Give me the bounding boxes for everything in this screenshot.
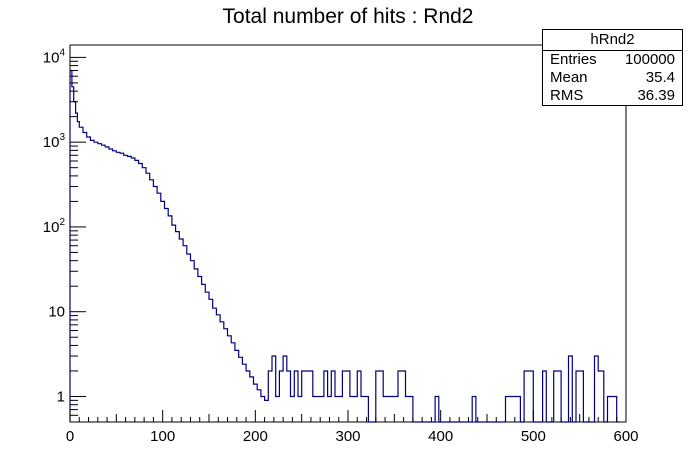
x-tick-label: 300 [335,428,360,445]
x-tick-label: 400 [428,428,453,445]
chart-title: Total number of hits : Rnd2 [222,5,474,28]
stats-box: hRnd2 Entries 100000 Mean 35.4 RMS 36.39 [542,29,683,106]
x-tick-label: 0 [66,428,74,445]
stats-box-name: hRnd2 [543,30,682,51]
y-tick-label: 10 [48,304,65,321]
rms-label: RMS [550,87,584,104]
x-tick-label: 100 [150,428,175,445]
x-tick-label: 500 [521,428,546,445]
y-tick-label: 1 [57,388,65,405]
stats-row-rms: RMS 36.39 [543,87,682,105]
y-tick-label: 103 [43,132,66,151]
entries-label: Entries [550,51,597,68]
stats-row-entries: Entries 100000 [543,51,682,69]
rms-value: 36.39 [637,87,675,104]
mean-value: 35.4 [645,69,675,86]
histogram-line [69,69,619,423]
mean-label: Mean [550,69,588,86]
x-tick-label: 200 [243,428,268,445]
entries-value: 100000 [624,51,675,68]
stats-row-mean: Mean 35.4 [543,69,682,87]
x-tick-label: 600 [613,428,638,445]
y-tick-label: 102 [43,217,66,236]
y-tick-label: 104 [43,47,66,66]
